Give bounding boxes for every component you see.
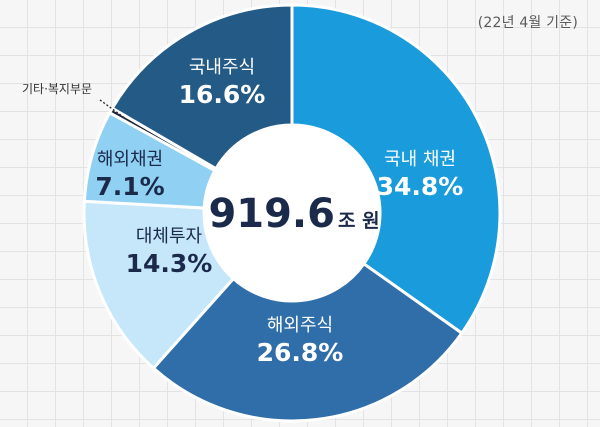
slice-label-value: 7.1% xyxy=(95,172,164,201)
slice-label-name: 해외채권 xyxy=(97,149,163,170)
donut-center xyxy=(205,126,379,300)
center-total-unit: 조 원 xyxy=(338,210,380,232)
slice-2 xyxy=(82,199,235,370)
center-total: 919.6 조 원 xyxy=(208,191,379,237)
slice-label-value: 26.8% xyxy=(257,338,344,367)
slice-1 xyxy=(151,262,464,423)
slice-label-name: 국내주식 xyxy=(189,57,255,78)
slice-0 xyxy=(290,3,502,335)
center-total-value: 919.6 xyxy=(208,191,335,237)
date-note: (22년 4월 기준) xyxy=(477,15,578,31)
callout-label: 기타·복지부문 xyxy=(22,82,92,96)
slice-label-name: 해외주식 xyxy=(267,315,333,336)
slice-label-value: 16.6% xyxy=(179,80,266,109)
slice-label-name: 대체투자 xyxy=(136,226,203,247)
callout-line xyxy=(99,99,128,120)
slice-5 xyxy=(110,3,294,171)
slice-label-name: 국내 채권 xyxy=(384,149,456,170)
slice-label-value: 34.8% xyxy=(377,172,464,201)
slice-label-value: 14.3% xyxy=(126,249,213,278)
